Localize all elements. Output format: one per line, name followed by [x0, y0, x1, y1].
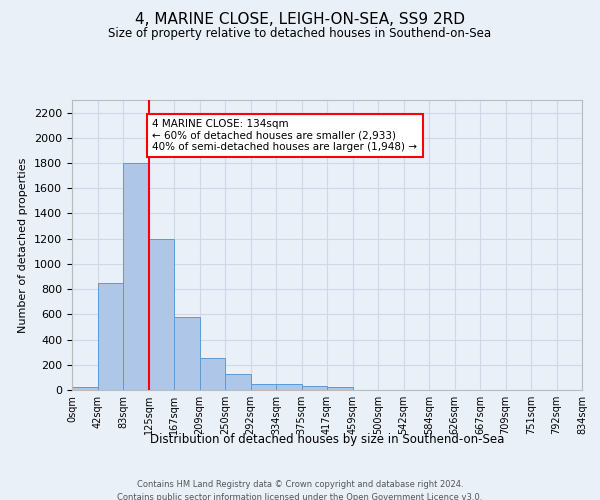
Bar: [225, 374, 251, 390]
Text: Distribution of detached houses by size in Southend-on-Sea: Distribution of detached houses by size …: [150, 432, 504, 446]
Bar: [72, 387, 97, 390]
Text: 4 MARINE CLOSE: 134sqm
← 60% of detached houses are smaller (2,933)
40% of semi-: 4 MARINE CLOSE: 134sqm ← 60% of detached…: [152, 119, 418, 152]
Bar: [123, 163, 149, 390]
Bar: [97, 283, 123, 390]
Text: Contains HM Land Registry data © Crown copyright and database right 2024.
Contai: Contains HM Land Registry data © Crown c…: [118, 480, 482, 500]
Bar: [174, 317, 199, 390]
Bar: [199, 358, 225, 390]
Bar: [302, 386, 327, 390]
Bar: [251, 384, 276, 390]
Y-axis label: Number of detached properties: Number of detached properties: [19, 158, 28, 332]
Text: 4, MARINE CLOSE, LEIGH-ON-SEA, SS9 2RD: 4, MARINE CLOSE, LEIGH-ON-SEA, SS9 2RD: [135, 12, 465, 28]
Bar: [149, 238, 174, 390]
Bar: [276, 384, 302, 390]
Text: Size of property relative to detached houses in Southend-on-Sea: Size of property relative to detached ho…: [109, 28, 491, 40]
Bar: [327, 388, 353, 390]
